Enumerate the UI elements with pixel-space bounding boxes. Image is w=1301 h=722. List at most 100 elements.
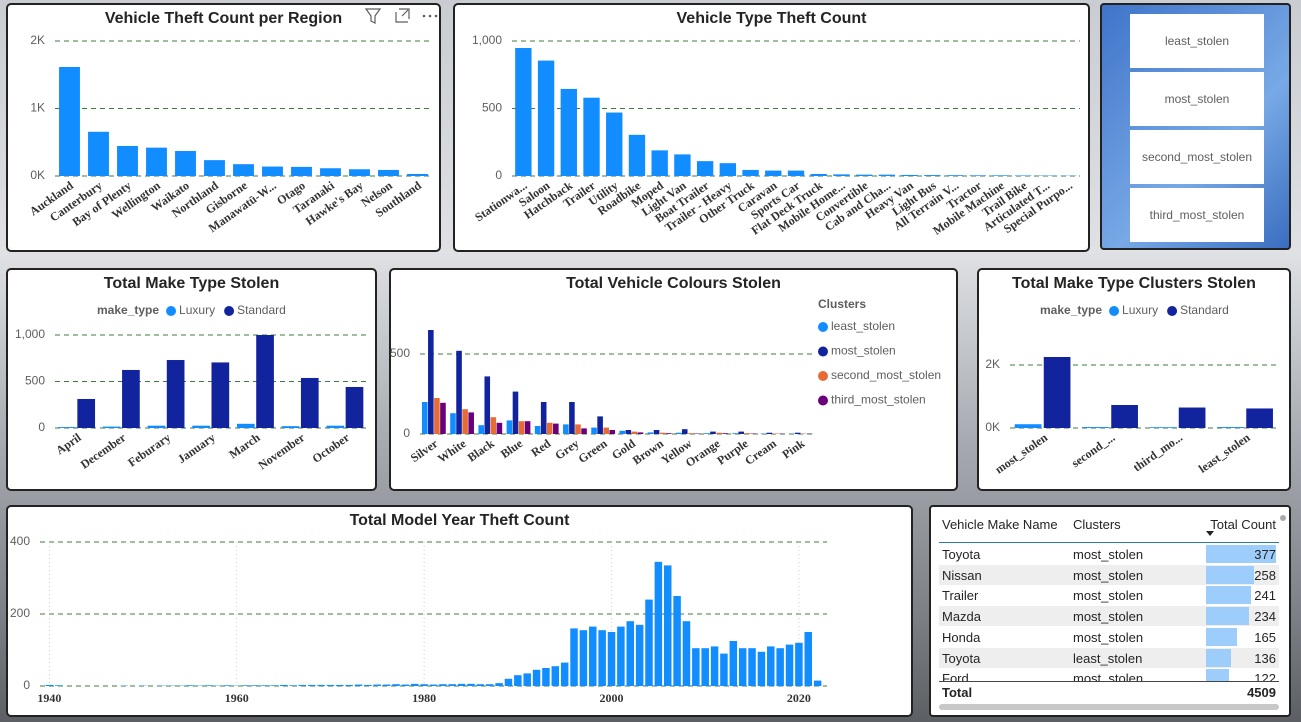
y-tick-label: 1K bbox=[30, 101, 45, 115]
bar bbox=[591, 427, 597, 434]
bar bbox=[233, 164, 254, 176]
bar bbox=[378, 169, 399, 176]
bar bbox=[281, 426, 300, 428]
bar bbox=[546, 422, 553, 434]
bar bbox=[58, 427, 76, 428]
sort-arrow bbox=[1206, 531, 1214, 536]
bar bbox=[534, 426, 541, 434]
bar bbox=[518, 421, 525, 434]
bar bbox=[583, 97, 600, 176]
table-cell: Honda bbox=[942, 629, 981, 645]
slicer-item[interactable]: least_stolen bbox=[1130, 14, 1264, 68]
table-cell: 241 bbox=[1254, 588, 1276, 604]
bar bbox=[146, 147, 167, 176]
bar bbox=[485, 684, 494, 686]
bar bbox=[729, 641, 738, 686]
bar bbox=[411, 683, 419, 686]
bar bbox=[992, 175, 1009, 176]
bar bbox=[597, 416, 603, 434]
bar bbox=[603, 427, 609, 434]
bar bbox=[785, 644, 794, 686]
bar bbox=[617, 626, 625, 686]
total-label: Total bbox=[942, 685, 973, 700]
bar bbox=[738, 431, 744, 434]
x-tick-label: 2000 bbox=[600, 691, 624, 705]
bar bbox=[382, 684, 391, 686]
bar bbox=[647, 432, 654, 434]
filter-icon[interactable] bbox=[364, 8, 382, 24]
chart-title: Total Make Type Stolen bbox=[104, 275, 279, 292]
bar bbox=[598, 630, 606, 686]
bar bbox=[804, 632, 813, 686]
bar bbox=[631, 431, 638, 434]
x-tick-label: 1940 bbox=[37, 691, 61, 705]
bar bbox=[326, 425, 345, 428]
bar bbox=[606, 112, 623, 176]
y-tick-label: 0K bbox=[30, 168, 45, 182]
bar bbox=[722, 433, 728, 434]
bar bbox=[515, 48, 532, 176]
bar bbox=[289, 685, 297, 686]
bar bbox=[663, 565, 672, 686]
bar bbox=[122, 369, 140, 428]
bar bbox=[767, 646, 775, 686]
column-header[interactable]: Vehicle Make Name bbox=[942, 517, 1058, 532]
slicer-item[interactable]: second_most_stolen bbox=[1130, 130, 1264, 184]
bar bbox=[1246, 408, 1273, 428]
bar bbox=[719, 163, 737, 176]
bar bbox=[166, 360, 185, 428]
bar bbox=[696, 161, 714, 176]
bar bbox=[748, 648, 756, 686]
bar bbox=[484, 376, 491, 434]
bar bbox=[88, 131, 109, 176]
y-tick-label: 500 bbox=[482, 101, 502, 115]
bar bbox=[542, 668, 550, 686]
bar bbox=[553, 423, 559, 434]
total-background bbox=[939, 681, 1279, 702]
bar bbox=[175, 151, 196, 176]
bar bbox=[211, 362, 230, 428]
bar bbox=[701, 648, 709, 686]
bar bbox=[456, 350, 462, 434]
bar bbox=[878, 174, 896, 176]
table-cell: Trailer bbox=[942, 588, 979, 604]
column-header[interactable]: Clusters bbox=[1073, 517, 1121, 532]
bar bbox=[653, 430, 660, 434]
data-bar bbox=[1206, 607, 1250, 626]
bar bbox=[673, 596, 681, 686]
bar bbox=[720, 653, 728, 686]
table-cell: Nissan bbox=[942, 567, 982, 583]
bar bbox=[704, 433, 710, 434]
bar bbox=[682, 621, 691, 686]
bar bbox=[924, 175, 941, 176]
legend-label: Standard bbox=[237, 303, 286, 317]
bar bbox=[901, 174, 918, 176]
legend-label: most_stolen bbox=[831, 344, 896, 358]
bar bbox=[628, 134, 646, 176]
legend-marker bbox=[166, 306, 177, 316]
panel bbox=[6, 3, 441, 252]
more-icon[interactable] bbox=[422, 14, 438, 18]
bar bbox=[317, 684, 325, 686]
bar bbox=[716, 432, 722, 434]
bar bbox=[1015, 175, 1032, 176]
slicer-item[interactable]: third_most_stolen bbox=[1130, 188, 1264, 242]
bar bbox=[766, 432, 773, 434]
y-tick-label: 200 bbox=[10, 606, 30, 620]
bar bbox=[654, 561, 663, 686]
table: Vehicle Make Name Clusters Total Count Toyo… bbox=[929, 505, 1291, 717]
legend-marker bbox=[1167, 306, 1178, 316]
bar bbox=[420, 684, 428, 686]
bar bbox=[242, 685, 250, 686]
column-header[interactable]: Total Count bbox=[1210, 517, 1276, 532]
bar bbox=[448, 684, 456, 686]
focus-icon[interactable] bbox=[395, 8, 410, 23]
bar bbox=[625, 430, 632, 434]
bar bbox=[401, 684, 410, 686]
slicer-item[interactable]: most_stolen bbox=[1130, 72, 1264, 126]
y-tick-label: 500 bbox=[390, 346, 410, 360]
legend-marker bbox=[818, 322, 828, 332]
row-background bbox=[939, 626, 1279, 647]
